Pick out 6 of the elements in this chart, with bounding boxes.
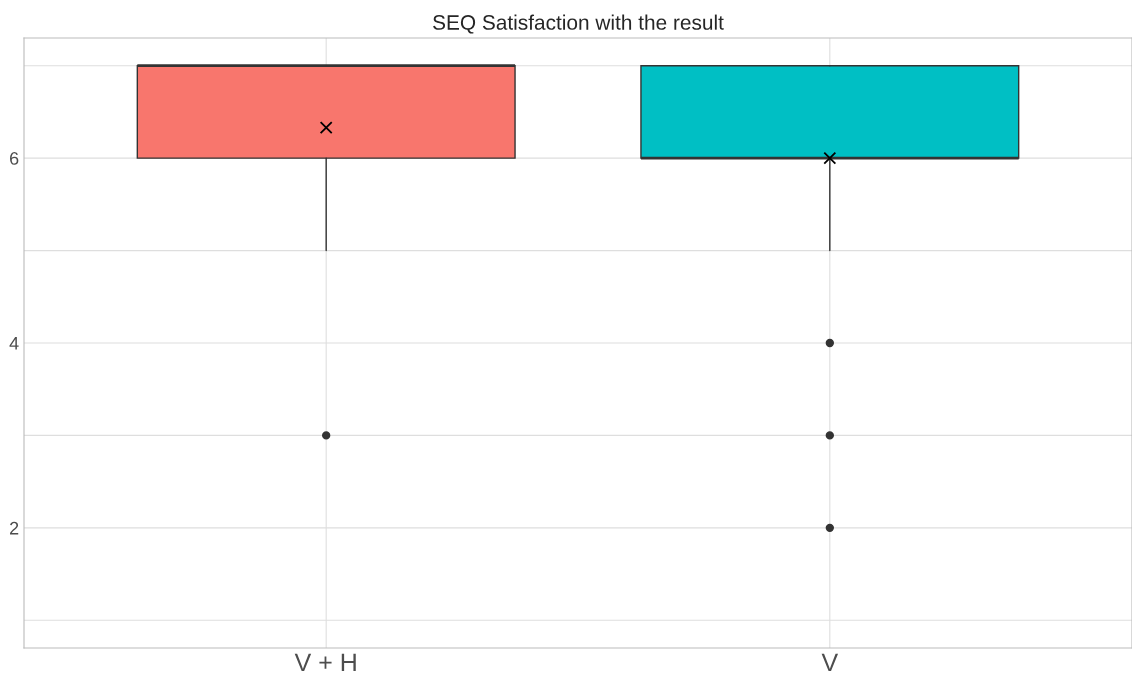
- chart-title: SEQ Satisfaction with the result: [433, 14, 724, 34]
- y-tick-label: 2: [10, 521, 19, 535]
- y-tick-label: 4: [9, 337, 19, 350]
- x-tick-label: V + H: [294, 653, 356, 671]
- x-tick-label: V: [821, 653, 839, 671]
- y-tick-label: 6: [10, 152, 19, 165]
